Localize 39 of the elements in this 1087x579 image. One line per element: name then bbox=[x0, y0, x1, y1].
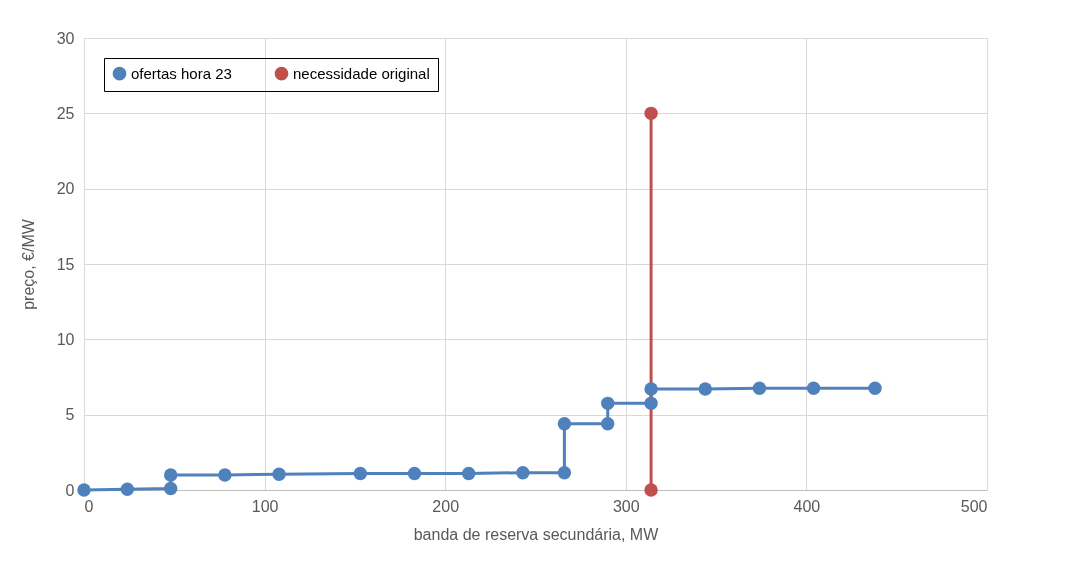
y-tick-label: 10 bbox=[56, 330, 75, 348]
point bbox=[516, 465, 530, 480]
point bbox=[601, 396, 615, 411]
x-tick-label: 300 bbox=[612, 497, 640, 515]
x-tick-label: 200 bbox=[432, 497, 460, 515]
y-axis-title: preço, €/MW bbox=[19, 218, 37, 310]
y-tick-label: 20 bbox=[56, 180, 75, 198]
x-axis-title: banda de reserva secundária, MW bbox=[413, 525, 660, 543]
y-tick-label: 30 bbox=[56, 29, 75, 47]
legend-label: ofertas hora 23 bbox=[131, 64, 232, 82]
point bbox=[868, 381, 882, 395]
point bbox=[353, 466, 368, 481]
point bbox=[601, 417, 615, 431]
legend-label: necessidade original bbox=[293, 64, 430, 82]
y-tick-label: 15 bbox=[56, 255, 75, 273]
point bbox=[407, 466, 422, 481]
x-tick-label: 100 bbox=[251, 497, 279, 515]
point bbox=[77, 483, 91, 497]
point bbox=[120, 482, 135, 496]
point bbox=[644, 396, 658, 411]
point bbox=[752, 381, 767, 395]
point bbox=[272, 467, 286, 481]
point bbox=[163, 481, 178, 496]
y-tick-label: 5 bbox=[65, 406, 75, 424]
point bbox=[218, 468, 232, 482]
point bbox=[644, 382, 658, 396]
point bbox=[698, 382, 712, 396]
point bbox=[644, 106, 658, 121]
x-tick-label: 500 bbox=[960, 497, 988, 515]
point bbox=[644, 483, 658, 497]
point bbox=[557, 417, 572, 431]
point bbox=[806, 381, 821, 395]
x-tick-label: 400 bbox=[793, 497, 821, 515]
y-tick-label: 25 bbox=[56, 104, 75, 122]
point bbox=[461, 466, 476, 481]
point bbox=[557, 465, 572, 480]
y-tick-label: 0 bbox=[65, 481, 75, 499]
point bbox=[163, 468, 178, 482]
x-tick-label: 0 bbox=[84, 497, 94, 515]
